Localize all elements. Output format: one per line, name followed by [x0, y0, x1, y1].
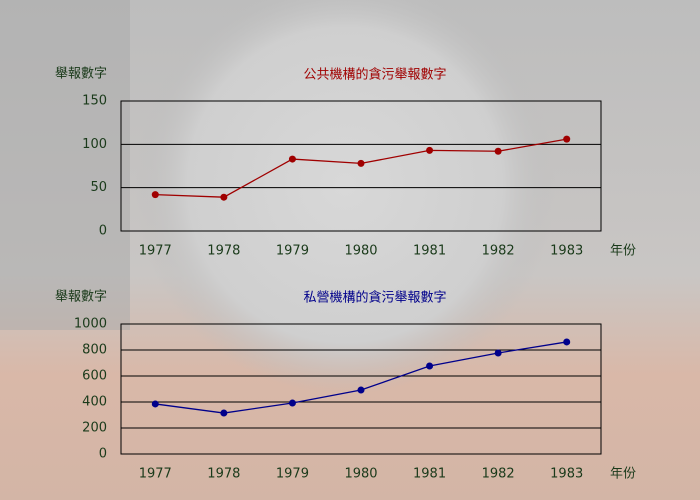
point [288, 399, 296, 407]
x-axis-label: 年份 [610, 467, 636, 482]
x-tick-label: 1982 [482, 467, 515, 482]
x-tick-label: 1980 [344, 467, 377, 482]
y-tick-label: 600 [82, 369, 107, 384]
x-tick-label: 1979 [276, 244, 309, 259]
point [494, 349, 502, 357]
y-tick-label: 0 [99, 447, 107, 462]
y-tick-label: 100 [82, 137, 107, 152]
x-tick-label: 1977 [139, 467, 172, 482]
point [151, 191, 159, 199]
point [426, 362, 434, 370]
x-tick-label: 1978 [207, 467, 240, 482]
chart-title: 公共機構的貪污舉報數字 [303, 67, 446, 83]
y-tick-label: 150 [82, 94, 107, 109]
x-tick-label: 1983 [550, 244, 583, 259]
point [494, 147, 502, 155]
x-tick-label: 1980 [344, 244, 377, 259]
point [357, 159, 365, 167]
y-tick-label: 400 [82, 395, 107, 410]
y-axis-label: 舉報數字 [55, 289, 107, 305]
point [563, 135, 571, 143]
point [357, 386, 365, 394]
point [563, 338, 571, 346]
y-axis-label: 舉報數字 [55, 66, 107, 82]
plot-frame [120, 323, 602, 455]
plot-frame [120, 100, 602, 232]
x-tick-label: 1978 [207, 244, 240, 259]
background-dial [135, 0, 555, 395]
chart-title: 私營機構的貪污舉報數字 [303, 290, 446, 306]
y-tick-label: 50 [90, 180, 107, 195]
point [220, 193, 228, 201]
x-tick-label: 1977 [139, 244, 172, 259]
x-tick-label: 1981 [413, 467, 446, 482]
point [288, 155, 296, 163]
background-shade [0, 0, 130, 330]
x-axis-label: 年份 [610, 244, 636, 259]
x-tick-label: 1983 [550, 467, 583, 482]
point [151, 400, 159, 408]
x-tick-label: 1979 [276, 467, 309, 482]
x-tick-label: 1981 [413, 244, 446, 259]
y-tick-label: 0 [99, 224, 107, 239]
y-tick-label: 200 [82, 421, 107, 436]
point [220, 409, 228, 417]
y-tick-label: 800 [82, 343, 107, 358]
point [426, 146, 434, 154]
y-tick-label: 1000 [74, 317, 107, 332]
x-tick-label: 1982 [482, 244, 515, 259]
